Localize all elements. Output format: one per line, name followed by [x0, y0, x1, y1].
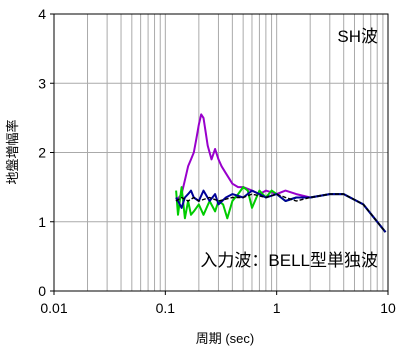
- series-line-1: [175, 113, 387, 233]
- y-axis-label: 地盤増幅率: [5, 119, 20, 184]
- x-tick-label: 0.1: [156, 300, 176, 316]
- x-tick-label: 0.01: [40, 300, 67, 316]
- axis-ticks: 0 1 2 3 4 0.01 0.1 1 10: [38, 6, 396, 316]
- y-tick-label: 0: [38, 283, 46, 299]
- x-tick-label: 10: [380, 300, 396, 316]
- annotation-wave-type: SH波: [337, 27, 378, 46]
- series-layer: [175, 113, 387, 233]
- y-tick-label: 4: [38, 6, 46, 22]
- y-tick-label: 2: [38, 145, 46, 161]
- x-tick-label: 1: [273, 300, 281, 316]
- series-line-4: [175, 193, 387, 233]
- grid-lines: [54, 14, 388, 291]
- x-axis-label: 周期 (sec): [196, 331, 255, 346]
- y-tick-label: 3: [38, 75, 46, 91]
- annotation-input-wave: 入力波：BELL型単独波: [200, 251, 378, 270]
- y-tick-label: 1: [38, 214, 46, 230]
